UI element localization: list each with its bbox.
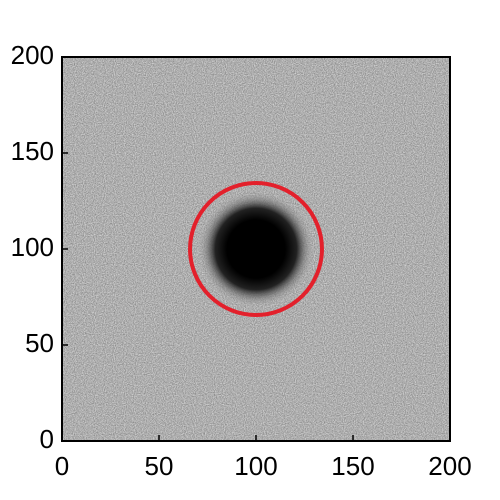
x-tick-label: 200 [428,451,471,481]
x-tick-label: 150 [331,451,374,481]
y-tick-label: 100 [11,232,54,262]
source-blob [197,190,315,308]
y-tick-label: 50 [25,328,54,358]
x-tick-label: 0 [55,451,69,481]
y-tick-label: 0 [40,424,54,454]
image-area [62,57,450,441]
aperture-circle [188,181,324,317]
y-tick-label: 150 [11,136,54,166]
x-tick-label: 50 [145,451,174,481]
x-tick-label: 100 [234,451,277,481]
y-tick-label: 200 [11,40,54,70]
